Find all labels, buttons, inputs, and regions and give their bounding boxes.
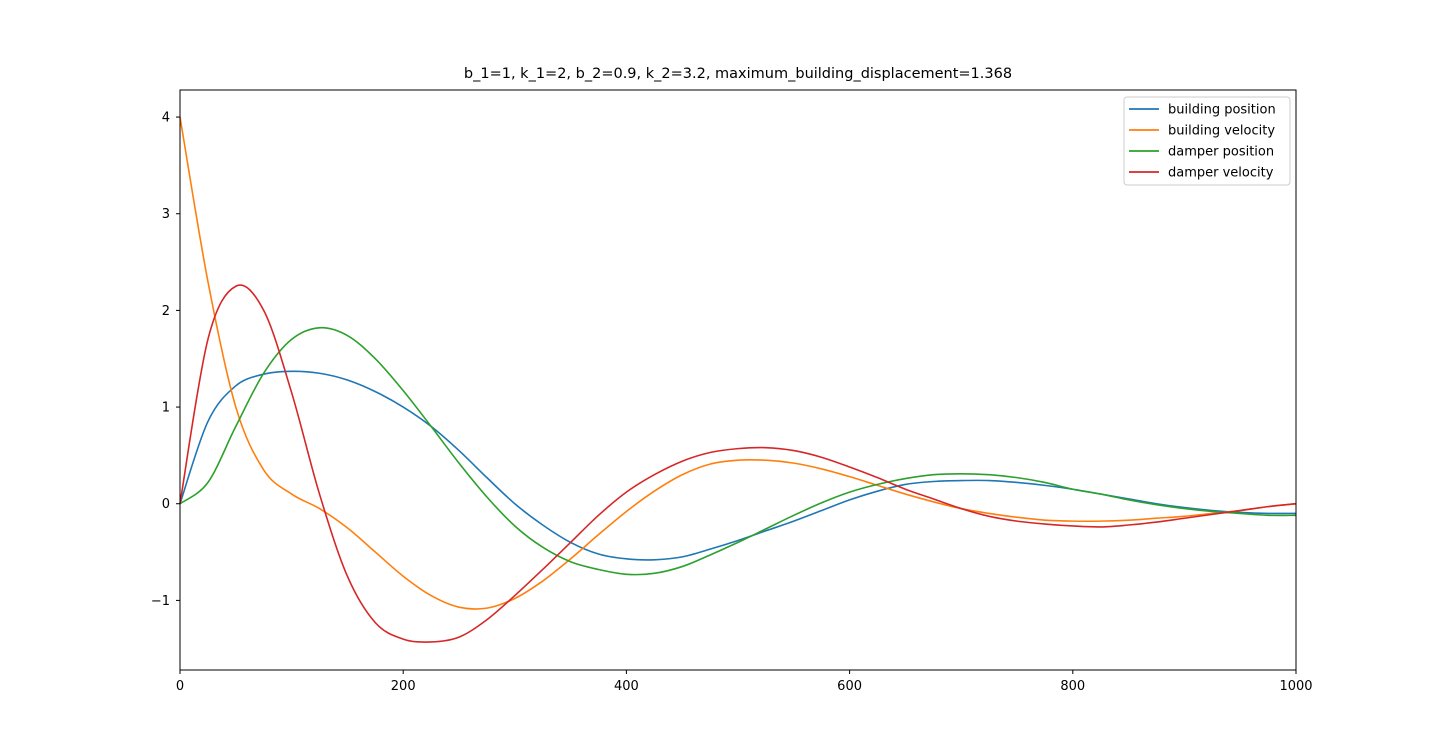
axes-frame (179, 89, 1297, 671)
x-tick-label: 200 (391, 679, 416, 694)
legend-box (1123, 96, 1291, 186)
x-tick-label: 400 (614, 679, 639, 694)
y-tick-label: 4 (162, 111, 170, 126)
y-tick-label: 3 (162, 207, 170, 222)
legend-label: damper position (1168, 145, 1274, 160)
x-axis: 0 200 400 600 800 1000 (176, 670, 1313, 694)
series-line-damper-velocity (179, 284, 1297, 643)
y-tick-label: −1 (151, 594, 170, 609)
x-tick-label: 1000 (1279, 679, 1312, 694)
chart-title: b_1=1, k_1=2, b_2=0.9, k_2=3.2, maximum_… (463, 66, 1013, 82)
x-tick-label: 0 (176, 679, 184, 694)
legend-label: building velocity (1168, 124, 1275, 139)
y-tick-label: 1 (162, 401, 170, 416)
y-tick-label: 2 (162, 304, 170, 319)
series-line-damper-position (179, 326, 1297, 576)
series-line-building-velocity (179, 116, 1297, 610)
x-tick-label: 800 (1060, 679, 1085, 694)
legend: building position building velocity damper… (1123, 96, 1291, 186)
x-tick-label: 600 (837, 679, 862, 694)
series-layer (179, 116, 1297, 643)
y-tick-label: 0 (162, 497, 170, 512)
y-axis: −1 0 1 2 3 4 (151, 111, 180, 609)
legend-label: building position (1168, 103, 1276, 118)
series-line-building-position (179, 370, 1297, 561)
legend-label: damper velocity (1168, 166, 1274, 181)
